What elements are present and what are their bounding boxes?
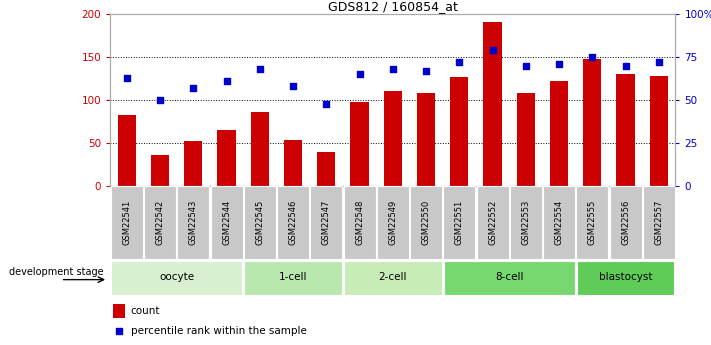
- Text: GSM22548: GSM22548: [355, 200, 364, 245]
- Text: GSM22547: GSM22547: [322, 200, 331, 245]
- Bar: [550, 81, 568, 186]
- Bar: [577, 261, 675, 295]
- Point: [221, 78, 232, 84]
- Bar: [583, 59, 602, 186]
- Bar: [184, 141, 203, 186]
- Bar: [444, 261, 574, 295]
- Text: GSM22556: GSM22556: [621, 200, 630, 245]
- Bar: [144, 186, 176, 259]
- Bar: [111, 186, 143, 259]
- Title: GDS812 / 160854_at: GDS812 / 160854_at: [328, 0, 458, 13]
- Bar: [483, 22, 502, 186]
- Text: GSM22554: GSM22554: [555, 200, 564, 245]
- Bar: [118, 115, 136, 186]
- Bar: [111, 261, 242, 295]
- Text: GSM22552: GSM22552: [488, 200, 497, 245]
- Text: percentile rank within the sample: percentile rank within the sample: [131, 326, 306, 336]
- Bar: [210, 186, 242, 259]
- Point: [487, 47, 498, 53]
- Text: GSM22553: GSM22553: [521, 200, 530, 245]
- Bar: [543, 186, 575, 259]
- Text: development stage: development stage: [9, 267, 103, 277]
- Bar: [577, 186, 609, 259]
- Point: [420, 68, 432, 73]
- Bar: [616, 74, 635, 186]
- Point: [620, 63, 631, 68]
- Bar: [244, 186, 276, 259]
- Point: [354, 71, 365, 77]
- Bar: [444, 186, 475, 259]
- Bar: [218, 130, 236, 186]
- Point: [454, 59, 465, 65]
- Bar: [510, 186, 542, 259]
- Bar: [417, 93, 435, 186]
- Text: GSM22555: GSM22555: [588, 200, 597, 245]
- Point: [114, 329, 125, 334]
- Point: [321, 101, 332, 106]
- Text: GSM22551: GSM22551: [455, 200, 464, 245]
- Bar: [650, 76, 668, 186]
- Text: GSM22543: GSM22543: [189, 200, 198, 245]
- Point: [553, 61, 565, 67]
- Point: [188, 85, 199, 91]
- Bar: [351, 102, 369, 186]
- Bar: [151, 155, 169, 186]
- Bar: [344, 261, 442, 295]
- Bar: [450, 77, 469, 186]
- Text: oocyte: oocyte: [159, 272, 194, 282]
- Text: GSM22549: GSM22549: [388, 200, 397, 245]
- Text: GSM22557: GSM22557: [654, 200, 663, 245]
- Bar: [343, 186, 375, 259]
- Bar: [609, 186, 641, 259]
- Text: GSM22545: GSM22545: [255, 200, 264, 245]
- Text: 1-cell: 1-cell: [279, 272, 307, 282]
- Text: 2-cell: 2-cell: [378, 272, 407, 282]
- Bar: [377, 186, 409, 259]
- Text: GSM22546: GSM22546: [289, 200, 298, 245]
- Bar: [643, 186, 675, 259]
- Point: [387, 66, 398, 72]
- Text: count: count: [131, 306, 160, 316]
- Text: GSM22544: GSM22544: [222, 200, 231, 245]
- Bar: [476, 186, 508, 259]
- Point: [121, 75, 132, 80]
- Text: blastocyst: blastocyst: [599, 272, 652, 282]
- Bar: [251, 112, 269, 186]
- Point: [587, 54, 598, 60]
- Bar: [517, 93, 535, 186]
- Bar: [410, 186, 442, 259]
- Bar: [177, 186, 209, 259]
- Point: [653, 59, 665, 65]
- Point: [254, 66, 265, 72]
- Text: GSM22550: GSM22550: [422, 200, 431, 245]
- Point: [154, 97, 166, 103]
- Text: GSM22542: GSM22542: [156, 200, 164, 245]
- Point: [520, 63, 532, 68]
- Point: [287, 83, 299, 89]
- Bar: [244, 261, 342, 295]
- Bar: [277, 186, 309, 259]
- Bar: [311, 186, 342, 259]
- Text: GSM22541: GSM22541: [122, 200, 132, 245]
- Bar: [317, 152, 336, 186]
- Text: 8-cell: 8-cell: [495, 272, 523, 282]
- Bar: [284, 140, 302, 186]
- Bar: [113, 304, 125, 318]
- Bar: [384, 91, 402, 186]
